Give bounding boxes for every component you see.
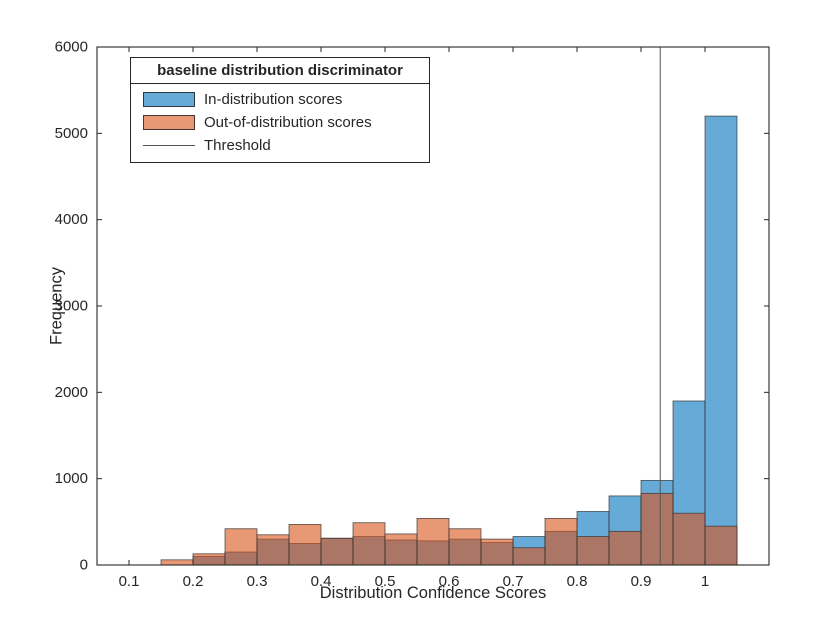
svg-text:0.7: 0.7 [503,573,524,590]
legend-entry-label: In-distribution scores [204,91,343,108]
svg-text:0.9: 0.9 [631,573,652,590]
in-distribution-swatch-icon [143,92,195,107]
legend: baseline distribution discriminator In-d… [130,57,430,163]
svg-text:0.4: 0.4 [311,573,332,590]
svg-text:0.5: 0.5 [375,573,396,590]
svg-text:2000: 2000 [55,384,88,401]
svg-text:1: 1 [701,573,709,590]
svg-text:0.1: 0.1 [119,573,140,590]
threshold-line-icon [143,145,195,146]
y-axis-label: Frequency [47,267,66,345]
svg-text:6000: 6000 [55,39,88,56]
legend-entry-label: Threshold [204,137,271,154]
out-of-distribution-swatch-icon [143,115,195,130]
legend-title: baseline distribution discriminator [131,58,429,84]
legend-entry-in-distribution: In-distribution scores [131,88,429,111]
svg-text:0.2: 0.2 [183,573,204,590]
legend-entry-out-of-distribution: Out-of-distribution scores [131,111,429,134]
svg-text:0.8: 0.8 [567,573,588,590]
svg-text:4000: 4000 [55,211,88,228]
legend-entry-label: Out-of-distribution scores [204,114,372,131]
x-axis-label: Distribution Confidence Scores [319,584,547,602]
svg-text:0.3: 0.3 [247,573,268,590]
svg-text:0.6: 0.6 [439,573,460,590]
svg-text:5000: 5000 [55,125,88,142]
svg-text:3000: 3000 [55,298,88,315]
legend-entry-threshold: Threshold [131,134,429,157]
svg-text:1000: 1000 [55,470,88,487]
svg-text:0: 0 [80,557,88,574]
legend-body: In-distribution scores Out-of-distributi… [131,84,429,162]
